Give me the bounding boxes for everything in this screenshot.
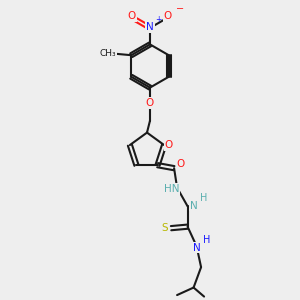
Text: O: O <box>128 11 136 22</box>
Text: H: H <box>200 193 208 203</box>
Text: HN: HN <box>164 184 179 194</box>
Text: CH₃: CH₃ <box>100 49 116 58</box>
Text: +: + <box>155 16 162 25</box>
Text: O: O <box>164 11 172 22</box>
Text: N: N <box>193 243 200 253</box>
Text: S: S <box>161 223 168 233</box>
Text: O: O <box>164 140 173 150</box>
Text: O: O <box>177 159 185 169</box>
Text: H: H <box>203 235 211 244</box>
Text: −: − <box>176 4 184 14</box>
Text: N: N <box>190 201 198 211</box>
Text: N: N <box>146 22 154 32</box>
Text: O: O <box>146 98 154 108</box>
